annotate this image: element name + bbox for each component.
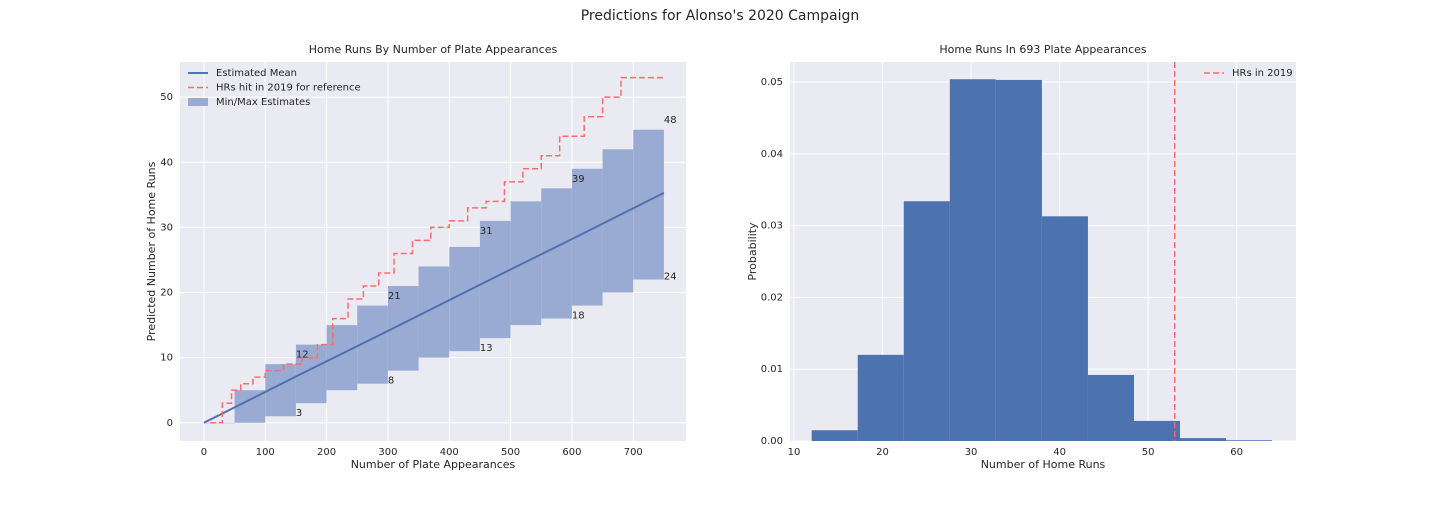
legend-label: HRs hit in 2019 for reference <box>216 83 361 94</box>
band-segment <box>479 220 511 339</box>
annotation: 12 <box>296 350 309 361</box>
band-segment <box>418 266 450 358</box>
axes-title: Home Runs By Number of Plate Appearances <box>309 43 558 56</box>
annotation: 24 <box>664 271 677 282</box>
y-tick-label: 0.03 <box>761 221 783 232</box>
x-tick-label: 200 <box>317 447 336 458</box>
x-axis-label: Number of Plate Appearances <box>351 458 516 471</box>
y-axis-label: Predicted Number of Home Runs <box>145 161 158 341</box>
annotation: 39 <box>572 174 585 185</box>
band-segment <box>510 201 542 326</box>
y-tick-label: 30 <box>160 222 173 233</box>
x-tick-label: 60 <box>1230 447 1243 458</box>
y-tick-label: 0.02 <box>761 292 783 303</box>
legend-label: Min/Max Estimates <box>216 97 310 108</box>
legend: Estimated Mean HRs hit in 2019 for refere… <box>188 68 361 108</box>
x-tick-label: 300 <box>378 447 397 458</box>
hist-bar <box>1087 374 1134 441</box>
band-segment <box>633 129 664 280</box>
y-tick-label: 0.05 <box>761 77 783 88</box>
y-tick-label: 20 <box>160 288 173 299</box>
band-segment <box>449 246 480 352</box>
annotation: 31 <box>480 226 493 237</box>
x-tick-label: 10 <box>788 447 801 458</box>
legend: HRs in 2019 <box>1204 68 1293 79</box>
annotation: 8 <box>388 376 394 387</box>
hist-bar <box>811 430 858 441</box>
annotation: 18 <box>572 311 585 322</box>
annotation: 21 <box>388 291 401 302</box>
hist-bar <box>1133 420 1181 441</box>
y-tick-label: 0.00 <box>761 436 783 447</box>
y-tick-label: 0 <box>167 418 173 429</box>
annotation: 3 <box>296 408 302 419</box>
legend-label: Estimated Mean <box>216 68 297 79</box>
series-line <box>210 76 664 424</box>
x-tick-label: 50 <box>1142 447 1155 458</box>
legend-swatch <box>188 98 208 106</box>
x-tick-label: 40 <box>1053 447 1066 458</box>
hist-bar <box>857 354 904 441</box>
hist-bar <box>949 79 996 442</box>
x-tick-label: 20 <box>876 447 889 458</box>
figure-title: Predictions for Alonso's 2020 Campaign <box>581 8 860 24</box>
legend-label: HRs in 2019 <box>1232 68 1293 79</box>
band-segment <box>234 390 266 423</box>
annotation: 13 <box>480 343 493 354</box>
axes-title: Home Runs In 693 Plate Appearances <box>939 43 1147 56</box>
x-tick-label: 500 <box>501 447 520 458</box>
band-segment <box>326 325 358 391</box>
y-axis-label: Probability <box>746 222 759 281</box>
y-tick-label: 50 <box>160 92 173 103</box>
x-tick-label: 600 <box>562 447 581 458</box>
y-tick-label: 0.04 <box>761 149 783 160</box>
hist-bar <box>1041 216 1088 441</box>
hist-bar <box>995 79 1042 442</box>
series-line <box>203 191 665 424</box>
hist-bar <box>1226 440 1273 441</box>
x-tick-label: 400 <box>440 447 459 458</box>
x-axis-label: Number of Home Runs <box>981 458 1106 471</box>
x-tick-label: 700 <box>624 447 643 458</box>
x-tick-label: 0 <box>201 447 207 458</box>
y-tick-label: 40 <box>160 157 173 168</box>
band-segment <box>541 188 572 319</box>
x-tick-label: 100 <box>256 447 275 458</box>
hist-bar <box>1180 438 1227 441</box>
annotation: 48 <box>664 115 677 126</box>
y-tick-label: 10 <box>160 353 173 364</box>
x-tick-label: 30 <box>965 447 978 458</box>
y-tick-label: 0.01 <box>761 364 783 375</box>
hist-bar <box>903 201 950 441</box>
